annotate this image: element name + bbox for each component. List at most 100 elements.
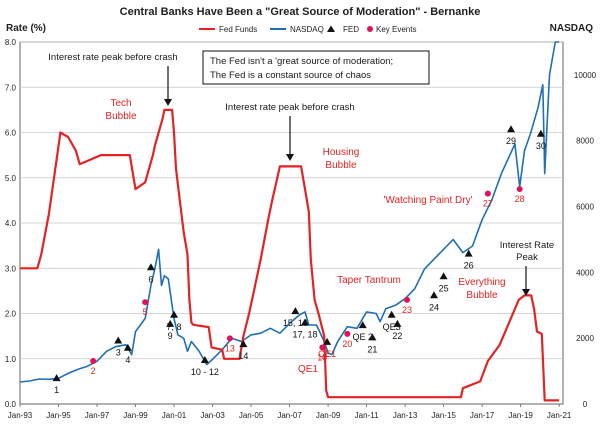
fed-triangle-marker — [114, 336, 123, 344]
annotation-peak-2007: Interest rate peak before crash — [225, 102, 354, 113]
key-event-label: 20 — [342, 339, 352, 349]
fed-triangle-marker — [358, 321, 367, 329]
chart-title: Central Banks Have Been a "Great Source … — [120, 6, 481, 18]
quote-line-2: The Fed is a constant source of chaos — [210, 70, 371, 81]
fed-triangle-marker — [146, 263, 155, 271]
left-axis-label: Rate (%) — [6, 23, 46, 34]
annotation-interest-rate-peak-arrowhead — [522, 289, 530, 296]
key-event-label: 13 — [225, 343, 235, 353]
fed-triangle-marker — [464, 249, 473, 257]
fed-triangle-marker — [387, 310, 396, 318]
left-tick-label: 1.0 — [5, 355, 17, 364]
x-tick-label: Jan-03 — [200, 411, 225, 420]
annotation-taper-tantrum: Taper Tantrum — [337, 275, 401, 286]
right-axis-ticks: 0 2000 4000 6000 8000 10000 — [574, 71, 597, 409]
x-tick-label: Jan-19 — [508, 411, 533, 420]
fed-marker-label: 29 — [506, 136, 516, 146]
fed-triangle-marker — [52, 374, 61, 382]
x-axis-ticks: Jan-93 Jan-95 Jan-97 Jan-99 Jan-01 Jan-03 Jan-… — [8, 404, 572, 420]
left-tick-label: 4.0 — [5, 219, 17, 228]
annotation-housing-bubble-2: Bubble — [325, 160, 357, 171]
series-layer — [19, 41, 560, 402]
left-tick-label: 6.0 — [5, 129, 17, 138]
fed-marker-label: 25 — [439, 283, 449, 293]
annotation-qe1: QE1 — [298, 364, 318, 375]
left-tick-label: 0.0 — [5, 400, 17, 409]
fed-marker-label: 30 — [536, 141, 546, 151]
annotation-tech-bubble-2: Bubble — [105, 111, 137, 122]
key-event-marker — [404, 296, 411, 303]
key-event-label: 5 — [143, 307, 148, 317]
legend-key-events-dot-icon — [367, 26, 373, 32]
annotation-interest-rate-peak-2: Peak — [516, 252, 538, 263]
fed-marker-label: 15, 16 — [283, 318, 308, 328]
annotation-everything-bubble-2: Bubble — [466, 290, 498, 301]
annotation-peak-2000: Interest rate peak before crash — [48, 52, 177, 63]
fed-triangle-marker — [200, 356, 209, 364]
fed-funds-line — [20, 108, 560, 402]
fed-triangle-marker — [536, 129, 545, 137]
fed-marker-label: 6 — [148, 274, 153, 284]
x-tick-label: Jan-15 — [431, 411, 456, 420]
left-tick-label: 5.0 — [5, 174, 17, 183]
legend-key-events-label: Key Events — [376, 25, 416, 34]
quote-box — [202, 50, 430, 85]
left-tick-label: 3.0 — [5, 264, 17, 273]
key-event-label: 27 — [483, 199, 493, 209]
right-tick-label: 0 — [583, 400, 588, 409]
x-tick-label: Jan-95 — [46, 411, 71, 420]
fed-triangle-marker — [439, 272, 448, 280]
fed-marker-label: 10 - 12 — [191, 367, 219, 377]
gridlines — [20, 41, 563, 360]
x-tick-label: Jan-93 — [8, 411, 33, 420]
fed-marker-label: 24 — [429, 302, 439, 312]
fed-marker-label: 4 — [125, 355, 130, 365]
legend-nasdaq-label: NASDAQ — [290, 25, 324, 34]
annotation-housing-bubble-1: Housing — [323, 147, 360, 158]
left-tick-label: 8.0 — [5, 38, 17, 47]
annotation-tech-bubble-1: Tech — [110, 98, 131, 109]
annotation-peak-2007-arrowhead — [286, 154, 294, 161]
legend-fed-triangle-icon — [327, 25, 335, 32]
fed-marker-label: QE1 — [318, 349, 336, 359]
key-event-label: 28 — [515, 194, 525, 204]
fed-triangle-marker — [323, 337, 332, 345]
fed-triangle-marker — [507, 125, 516, 133]
fed-marker-label: 21 — [367, 344, 377, 354]
legend-fed-funds-label: Fed Funds — [219, 25, 257, 34]
x-tick-label: Jan-97 — [85, 411, 110, 420]
right-tick-label: 8000 — [576, 137, 594, 146]
fed-triangle-marker — [239, 340, 248, 348]
fed-triangle-marker — [170, 310, 179, 318]
fed-triangle-marker — [368, 333, 377, 341]
key-event-marker — [484, 190, 491, 197]
fed-triangle-marker — [393, 319, 402, 327]
legend: Fed Funds NASDAQ FED Key Events — [199, 25, 416, 34]
x-tick-label: Jan-07 — [277, 411, 302, 420]
fed-marker-label: 1 — [54, 385, 59, 395]
key-event-label: 2 — [91, 366, 96, 376]
fed-marker-label: 26 — [464, 261, 474, 271]
right-tick-label: 4000 — [576, 268, 594, 277]
nasdaq-line — [19, 41, 560, 383]
fed-triangle-marker — [166, 319, 175, 327]
annotation-everything-bubble-1: Everything — [458, 277, 505, 288]
fed-marker-label: 22 — [392, 331, 402, 341]
key-event-marker — [516, 186, 523, 193]
left-tick-label: 2.0 — [5, 310, 17, 319]
key-event-marker — [344, 330, 351, 337]
key-event-marker — [319, 344, 326, 351]
x-tick-label: Jan-09 — [316, 411, 341, 420]
fed-marker-label: 17, 18 — [292, 329, 317, 339]
legend-fed-label: FED — [343, 25, 359, 34]
fed-triangle-marker — [429, 291, 438, 299]
fed-triangle-marker — [300, 318, 309, 326]
right-tick-label: 10000 — [574, 71, 597, 80]
x-tick-label: Jan-99 — [123, 411, 148, 420]
annotations: Interest rate peak before crash The Fed … — [48, 50, 554, 375]
fed-triangle-marker — [123, 343, 132, 351]
key-event-marker — [142, 299, 149, 306]
